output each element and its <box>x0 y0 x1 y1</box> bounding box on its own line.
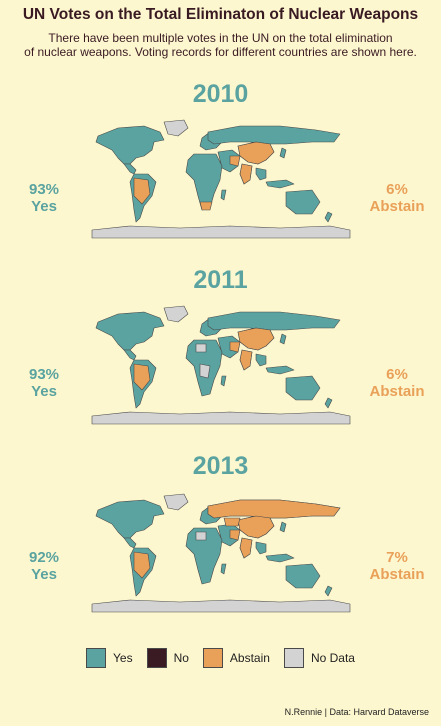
legend: Yes No Abstain No Data <box>0 648 441 668</box>
map-2011-abstain-brazil <box>133 363 151 391</box>
legend-item-no-data: No Data <box>283 648 355 668</box>
legend-item-abstain: Abstain <box>202 648 270 668</box>
world-map-2010 <box>91 119 351 239</box>
map-2011-abstain-india <box>239 349 253 371</box>
map-2011-nodata-libya <box>195 343 207 353</box>
map-2010-abstain-india <box>239 163 253 185</box>
year-label-2013: 2013 <box>192 452 249 480</box>
map-2010-abstain-brazil <box>133 177 151 205</box>
chart-subtitle: There have been multiple votes in the UN… <box>6 31 435 59</box>
abstain-pct-2013: 7% <box>386 549 408 566</box>
abstain-text-2010: Abstain <box>369 198 425 215</box>
legend-swatch-no-data <box>283 648 304 668</box>
abstain-share-2011: 6% Abstain <box>362 366 432 400</box>
yes-share-2011: 93% Yes <box>9 366 79 400</box>
yes-text-2013: Yes <box>31 566 57 583</box>
abstain-share-2010: 6% Abstain <box>362 181 432 215</box>
abstain-pct-2011: 6% <box>386 366 408 383</box>
map-2013-abstain-china <box>237 515 275 539</box>
chart-title: UN Votes on the Total Eliminaton of Nucl… <box>22 6 419 23</box>
yes-text-2011: Yes <box>31 383 57 400</box>
year-label-2010: 2010 <box>192 80 249 108</box>
yes-share-2010: 93% Yes <box>9 181 79 215</box>
abstain-share-2013: 7% Abstain <box>362 549 432 583</box>
legend-swatch-no <box>146 648 167 668</box>
abstain-text-2011: Abstain <box>369 383 425 400</box>
map-2013-abstain-russia <box>207 499 341 519</box>
legend-label-no-data: No Data <box>310 651 355 665</box>
map-2010-base <box>91 119 351 239</box>
yes-text-2010: Yes <box>31 198 57 215</box>
legend-swatch-abstain <box>202 648 223 668</box>
map-2013-abstain-kazakhstan <box>223 517 241 527</box>
source-caption: N.Rennie | Data: Harvard Dataverse <box>284 707 429 717</box>
map-2010-abstain-pakistan-iran <box>229 155 241 167</box>
map-2013-nodata-libya <box>195 531 207 541</box>
yes-pct-2011: 93% <box>28 366 60 383</box>
map-2013-abstain-brazil <box>133 551 151 579</box>
yes-pct-2010: 93% <box>28 181 60 198</box>
map-2011-base <box>91 305 351 425</box>
year-label-2011: 2011 <box>193 266 248 294</box>
map-2013-abstain-india <box>239 537 253 559</box>
legend-label-yes: Yes <box>113 651 133 665</box>
legend-item-yes: Yes <box>86 648 133 668</box>
subtitle-line-2: of nuclear weapons. Voting records for d… <box>24 45 417 59</box>
legend-label-abstain: Abstain <box>229 651 270 665</box>
map-2011-nodata-congo <box>199 363 211 379</box>
legend-label-no: No <box>173 651 189 665</box>
map-2010-abstain-south-africa <box>199 201 213 211</box>
yes-pct-2013: 92% <box>28 549 60 566</box>
world-map-2011 <box>91 305 351 425</box>
yes-share-2013: 92% Yes <box>9 549 79 583</box>
subtitle-line-1: There have been multiple votes in the UN… <box>48 31 393 45</box>
map-2010-abstain-china <box>237 141 275 165</box>
abstain-text-2013: Abstain <box>369 566 425 583</box>
map-2013-abstain-pakistan-iran <box>229 529 241 541</box>
map-2011-abstain-pakistan-iran <box>229 341 241 353</box>
map-2011-abstain-china <box>237 327 275 351</box>
world-map-2013 <box>91 493 351 613</box>
legend-swatch-yes <box>86 648 106 668</box>
legend-item-no: No <box>146 648 189 668</box>
abstain-pct-2010: 6% <box>386 181 408 198</box>
